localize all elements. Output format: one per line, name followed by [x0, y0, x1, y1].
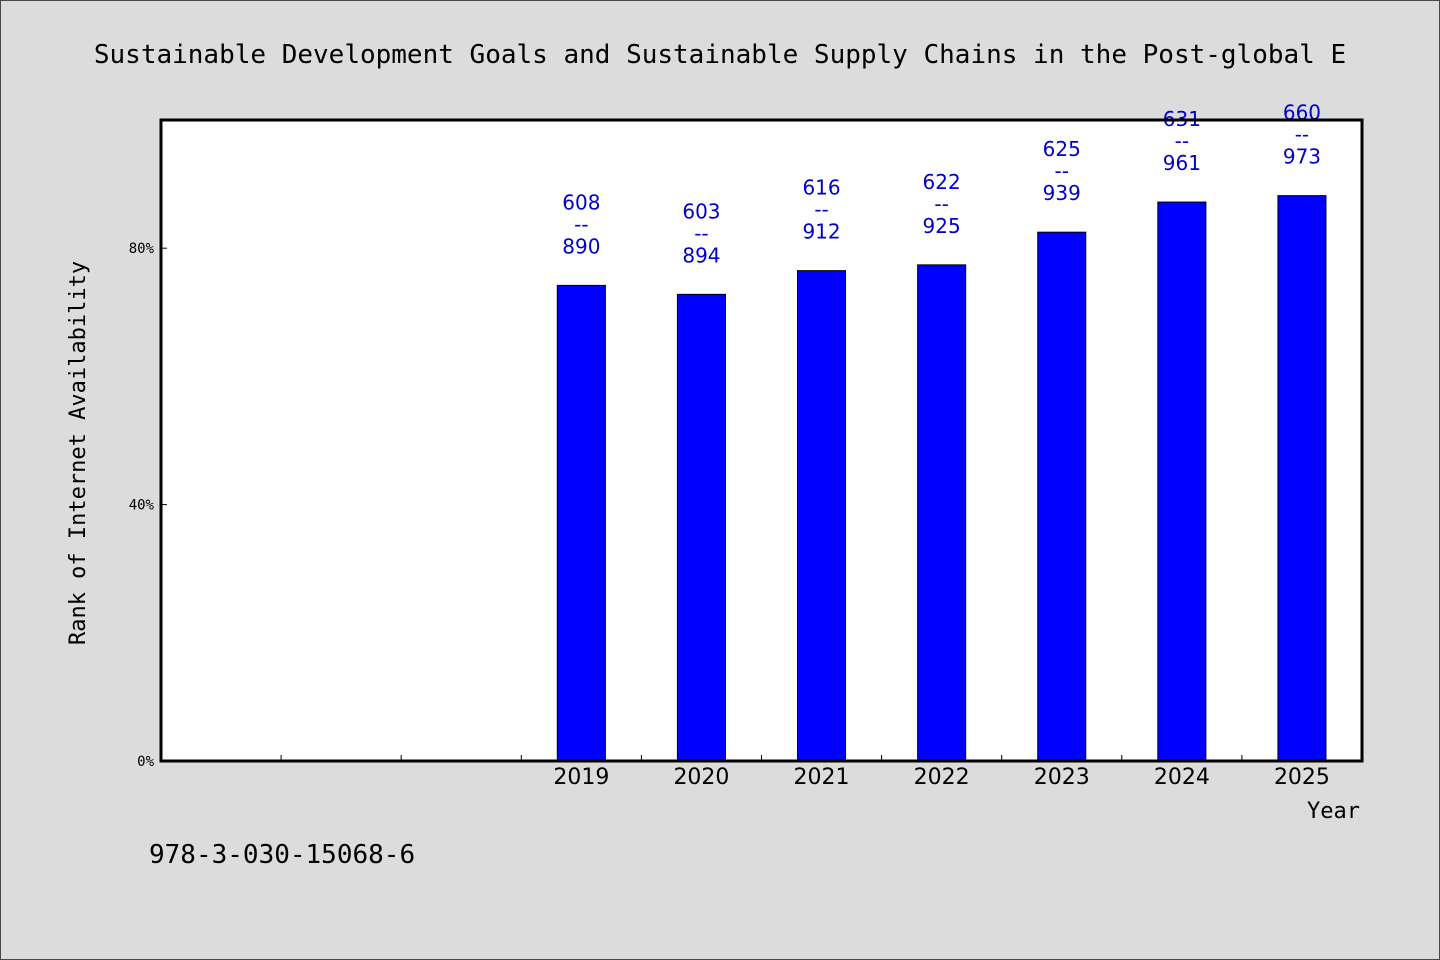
- data-label: --: [694, 221, 708, 245]
- x-tick-label: 2023: [1034, 765, 1090, 790]
- plot-border: [159, 118, 1364, 763]
- data-label: 890: [562, 234, 600, 258]
- data-label: 939: [1043, 181, 1081, 205]
- bar: [556, 284, 606, 762]
- x-axis-ticks-group: 2019 2020 2021 2022 2023 2024 2025: [280, 755, 1330, 790]
- data-label: 973: [1283, 145, 1321, 169]
- data-label: 925: [923, 214, 961, 238]
- data-labels-group: 608--890603--894616--912622--925625--939…: [562, 101, 1321, 268]
- data-label: 894: [682, 243, 720, 267]
- y-axis-label: Rank of Internet Availability: [66, 261, 91, 645]
- data-label: --: [574, 212, 588, 236]
- x-tick-label: 2020: [673, 765, 729, 790]
- data-label: --: [934, 192, 948, 216]
- data-label: 961: [1163, 151, 1201, 175]
- x-axis-label: Year: [1307, 799, 1360, 824]
- chart-title: Sustainable Development Goals and Sustai…: [94, 40, 1346, 70]
- data-label: 603: [682, 199, 720, 223]
- x-tick-label: 2022: [914, 765, 970, 790]
- bar: [797, 270, 847, 762]
- bar: [1157, 201, 1207, 762]
- data-label: 616: [802, 176, 840, 200]
- data-label: --: [1055, 159, 1069, 183]
- bars-group: [556, 195, 1327, 762]
- x-tick-label: 2019: [553, 765, 609, 790]
- bar: [676, 293, 726, 762]
- x-tick-label: 2024: [1154, 765, 1210, 790]
- data-label: --: [814, 198, 828, 222]
- data-label: --: [1295, 123, 1309, 147]
- data-label: 622: [923, 170, 961, 194]
- bar: [1277, 195, 1327, 762]
- data-label: 625: [1043, 137, 1081, 161]
- data-label: 608: [562, 190, 600, 214]
- bar: [917, 264, 967, 762]
- data-label: 912: [802, 220, 840, 244]
- y-tick-label: 40%: [129, 498, 155, 514]
- y-tick-label: 80%: [129, 241, 155, 257]
- y-axis-ticks-group: 0% 40% 80%: [129, 241, 167, 770]
- bar: [1037, 231, 1087, 762]
- x-tick-label: 2021: [794, 765, 850, 790]
- isbn-text: 978-3-030-15068-6: [149, 840, 415, 870]
- data-label: --: [1175, 129, 1189, 153]
- y-tick-label: 0%: [137, 754, 154, 770]
- x-tick-label: 2025: [1274, 765, 1330, 790]
